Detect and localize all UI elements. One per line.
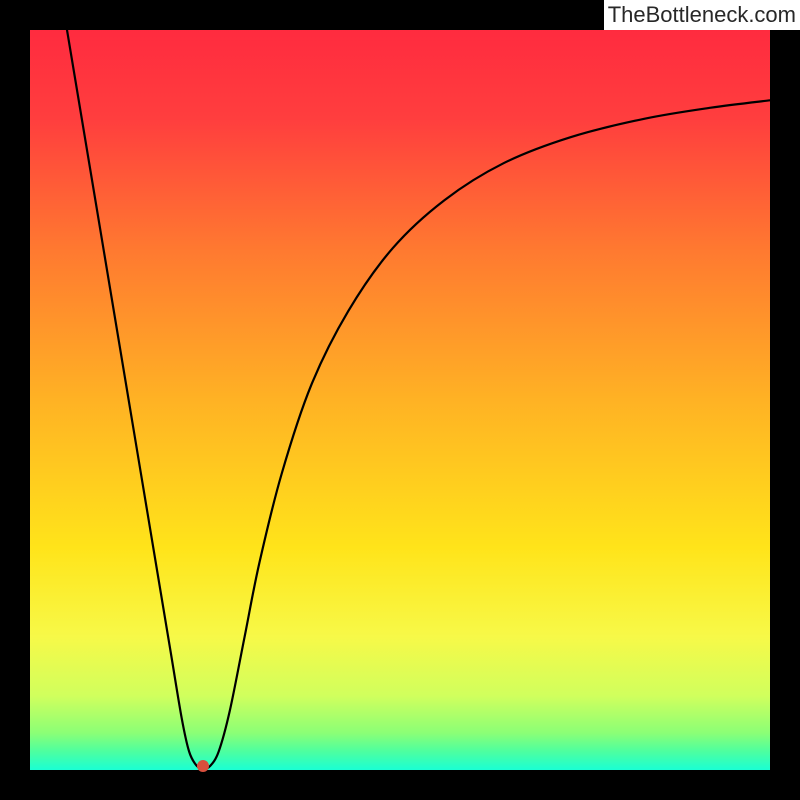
optimum-marker [197, 760, 209, 772]
watermark-text: TheBottleneck.com [604, 0, 800, 30]
bottleneck-curve [67, 30, 770, 769]
curve-svg [30, 30, 770, 770]
plot-area [30, 30, 770, 770]
